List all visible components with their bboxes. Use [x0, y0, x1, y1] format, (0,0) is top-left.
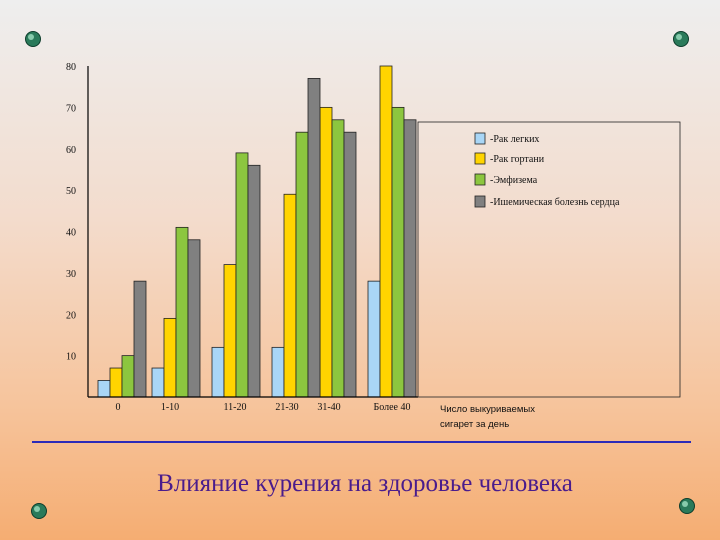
bar-series-3-cat-6	[391, 106, 405, 398]
legend: -Рак легких -Рак гортани -Эмфизема -Ишемиче…	[417, 121, 681, 398]
bar-series-4-cat-5	[343, 131, 357, 398]
y-tick-label: 60	[66, 145, 76, 156]
y-tick-label: 20	[66, 310, 76, 321]
bar-series-1-cat-2	[151, 367, 165, 398]
x-axis-label-line-2: сигарет за день	[440, 419, 509, 430]
legend-swatch	[474, 132, 486, 145]
bar-series-4-cat-2	[187, 239, 201, 398]
y-tick-label: 30	[66, 269, 76, 280]
bar-series-4-cat-1	[133, 280, 147, 398]
bar-series-3-cat-4	[295, 131, 309, 398]
bar-series-2-cat-2	[163, 317, 177, 398]
globe-icon	[24, 30, 42, 48]
legend-label: -Рак гортани	[490, 154, 545, 165]
x-tick-label: 21-30	[275, 402, 298, 413]
x-tick-label: 1-10	[161, 402, 179, 413]
globe-icon	[678, 497, 696, 515]
bar-series-1-cat-6	[367, 280, 381, 398]
bar-series-2-cat-6	[379, 65, 393, 398]
bar-series-4-cat-3	[247, 164, 261, 398]
bar-series-4-cat-6	[403, 119, 417, 398]
globe-icon	[30, 502, 48, 520]
legend-swatch	[474, 152, 486, 165]
x-axis: 0 1-10 11-20 21-30 31-40 Более 40	[88, 396, 418, 413]
legend-label: -Ишемическая болезнь сердца	[490, 197, 620, 208]
x-tick-label: 31-40	[317, 402, 340, 413]
bar-series-2-cat-4	[283, 193, 297, 398]
bar-series-3-cat-1	[121, 355, 135, 398]
bar-series-3-cat-2	[175, 226, 189, 398]
y-tick-label: 70	[66, 103, 76, 114]
legend-swatch	[474, 195, 486, 208]
y-tick-label: 10	[66, 352, 76, 363]
y-tick-label: 50	[66, 186, 76, 197]
bar-series-4-cat-4	[307, 78, 321, 398]
legend-frame	[417, 121, 681, 398]
bar-series-1-cat-4	[271, 346, 285, 398]
x-axis-label-line-1: Число выкуриваемых	[440, 404, 535, 415]
bar-series-1-cat-1	[97, 380, 111, 398]
bar-series-2-cat-3	[223, 264, 237, 398]
slide-title: Влияние курения на здоровье человека	[157, 470, 573, 497]
legend-swatch	[474, 173, 486, 186]
legend-label: -Рак легких	[490, 134, 539, 145]
bar-series-3-cat-3	[235, 152, 249, 398]
bar-series-2-cat-5	[319, 106, 333, 398]
bar-series-1-cat-3	[211, 346, 225, 398]
bar-series-3-cat-5	[331, 119, 345, 398]
x-tick-label: 0	[116, 402, 121, 413]
bar-series-2-cat-1	[109, 367, 123, 398]
legend-label: -Эмфизема	[490, 175, 538, 186]
x-tick-label: 11-20	[224, 402, 247, 413]
y-tick-label: 40	[66, 228, 76, 239]
divider-line	[32, 441, 691, 443]
x-tick-label: Более 40	[374, 402, 411, 413]
y-axis: 10 20 30 40 50 60 70 80	[66, 62, 89, 397]
y-tick-label: 80	[66, 62, 76, 73]
bars	[97, 65, 417, 398]
globe-icon	[672, 30, 690, 48]
